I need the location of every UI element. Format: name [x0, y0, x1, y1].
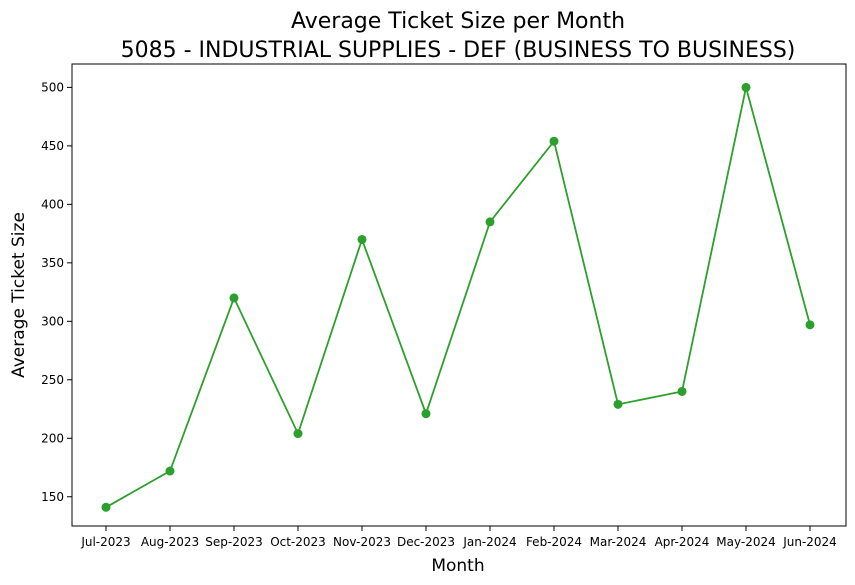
- y-tick-label: 250: [41, 373, 64, 387]
- x-axis: Jul-2023 Aug-2023 Sep-2023 Oct-2023 Nov-2023…: [80, 526, 837, 549]
- y-axis: 150 200 250 300 350 400 450 500: [41, 80, 72, 504]
- chart-subtitle: 5085 - INDUSTRIAL SUPPLIES - DEF (BUSINE…: [121, 38, 796, 63]
- data-point: [293, 429, 303, 439]
- data-point: [805, 320, 815, 330]
- y-tick-label: 150: [41, 490, 64, 504]
- x-tick-label: Mar-2024: [590, 535, 647, 549]
- x-tick-label: Oct-2023: [270, 535, 326, 549]
- x-tick-label: Feb-2024: [526, 535, 582, 549]
- x-tick-label: Apr-2024: [655, 535, 710, 549]
- x-tick-label: Jul-2023: [80, 535, 130, 549]
- x-tick-label: May-2024: [716, 535, 775, 549]
- series-line: [105, 87, 811, 509]
- x-tick-label: Jun-2024: [782, 535, 837, 549]
- y-tick-label: 400: [41, 197, 64, 211]
- data-point: [613, 399, 623, 409]
- data-point: [101, 502, 111, 512]
- data-point: [165, 466, 175, 476]
- y-tick-label: 300: [41, 314, 64, 328]
- x-tick-label: Nov-2023: [333, 535, 391, 549]
- data-point: [357, 234, 367, 244]
- y-tick-label: 500: [41, 80, 64, 94]
- y-tick-label: 450: [41, 139, 64, 153]
- plot-area-frame: [71, 63, 847, 527]
- data-point: [421, 409, 431, 419]
- y-tick-label: 200: [41, 431, 64, 445]
- data-point: [229, 293, 239, 303]
- data-point: [549, 136, 559, 146]
- x-tick-label: Dec-2023: [397, 535, 455, 549]
- y-axis-label: Average Ticket Size: [9, 212, 29, 378]
- x-axis-label: Month: [431, 556, 484, 576]
- x-tick-label: Jan-2024: [462, 535, 516, 549]
- y-tick-label: 350: [41, 256, 64, 270]
- series-line-group: [101, 82, 815, 512]
- x-tick-label: Aug-2023: [141, 535, 199, 549]
- chart-title: Average Ticket Size per Month: [291, 9, 625, 34]
- data-point: [677, 386, 687, 396]
- x-tick-label: Sep-2023: [205, 535, 263, 549]
- data-point: [485, 217, 495, 227]
- data-point: [741, 82, 751, 92]
